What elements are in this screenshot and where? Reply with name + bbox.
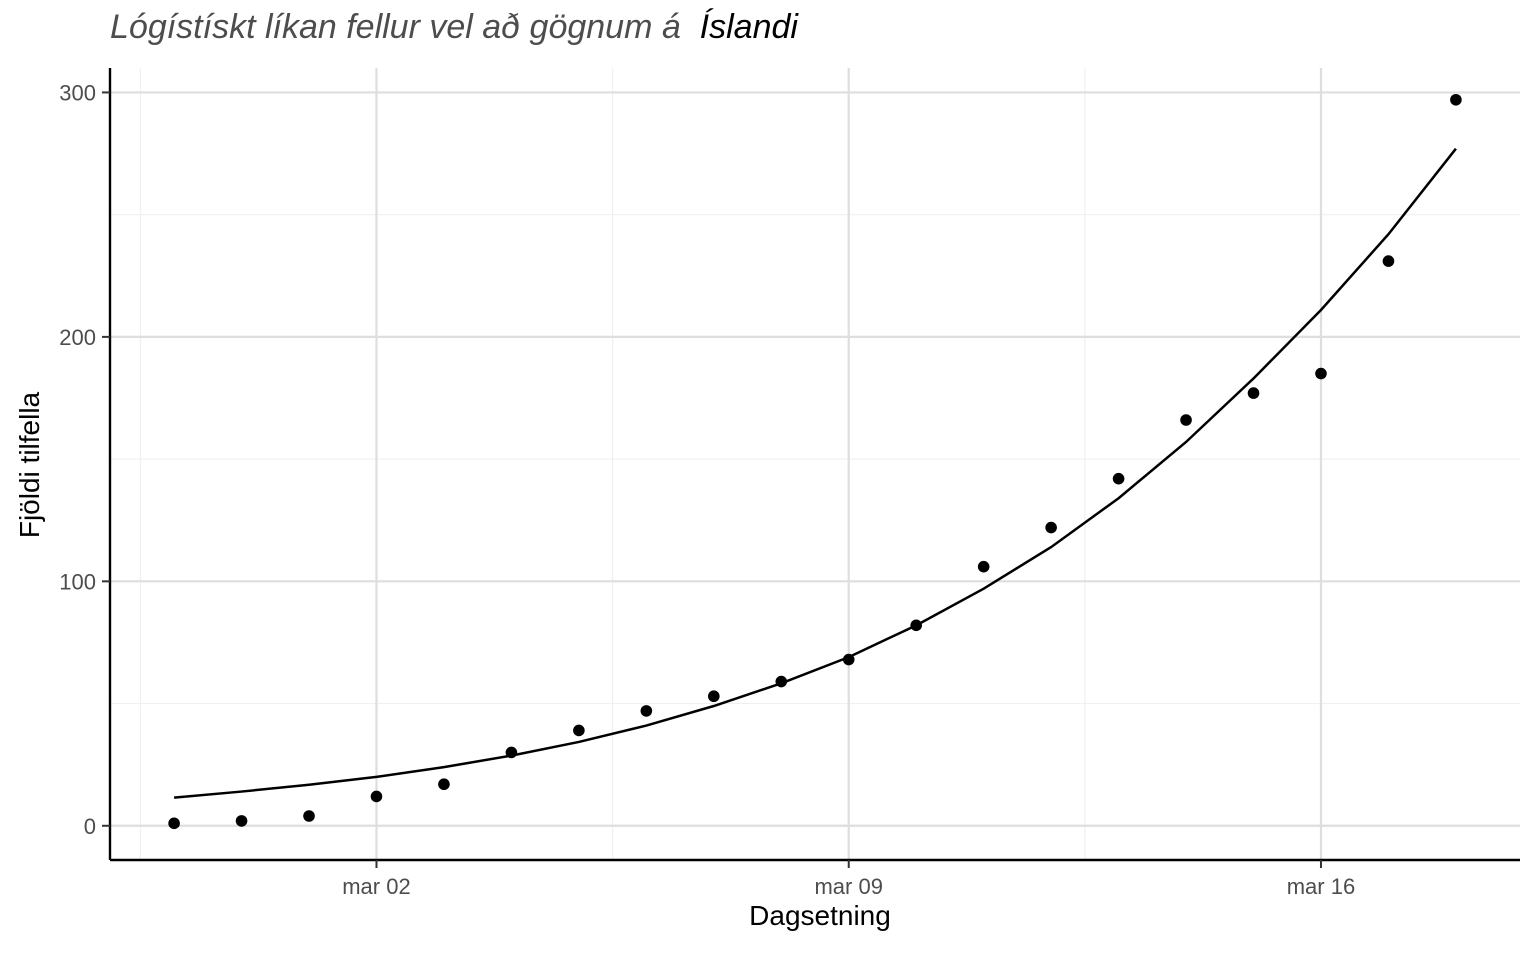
data-point (1112, 472, 1125, 485)
chart-title-country: Íslandi (699, 8, 798, 46)
data-point (1247, 387, 1260, 399)
chart-title-main: Lógístískt líkan fellur vel að gögnum á (110, 8, 681, 46)
y-tick-label: 100 (59, 569, 96, 594)
data-point (1382, 255, 1395, 267)
x-tick-label: mar 02 (342, 874, 410, 899)
fitted-curve (173, 147, 1457, 799)
y-tick-label: 200 (59, 325, 96, 350)
data-point (505, 746, 518, 759)
y-tick-label: 300 (59, 80, 96, 105)
x-tick-label: mar 09 (814, 874, 882, 899)
data-point (1045, 521, 1057, 534)
chart-title: Lógístískt líkan fellur vel að gögnum á … (110, 8, 798, 47)
data-point (842, 653, 855, 666)
data-point (1180, 414, 1192, 426)
data-point (640, 705, 653, 717)
data-point (977, 560, 990, 573)
data-point (370, 790, 383, 803)
data-point (438, 778, 450, 791)
data-point (303, 810, 315, 822)
data-point (1450, 93, 1462, 106)
data-point (910, 619, 922, 632)
x-tick-label: mar 16 (1287, 874, 1355, 899)
data-point (235, 815, 248, 827)
data-point (168, 817, 180, 830)
data-point (708, 690, 720, 703)
y-axis-label: Fjöldi tilfella (14, 391, 45, 539)
data-point (775, 675, 788, 688)
data-point (1315, 367, 1327, 380)
data-point (573, 724, 585, 737)
y-tick-label: 0 (84, 814, 96, 839)
x-axis-label: Dagsetning (749, 900, 891, 931)
